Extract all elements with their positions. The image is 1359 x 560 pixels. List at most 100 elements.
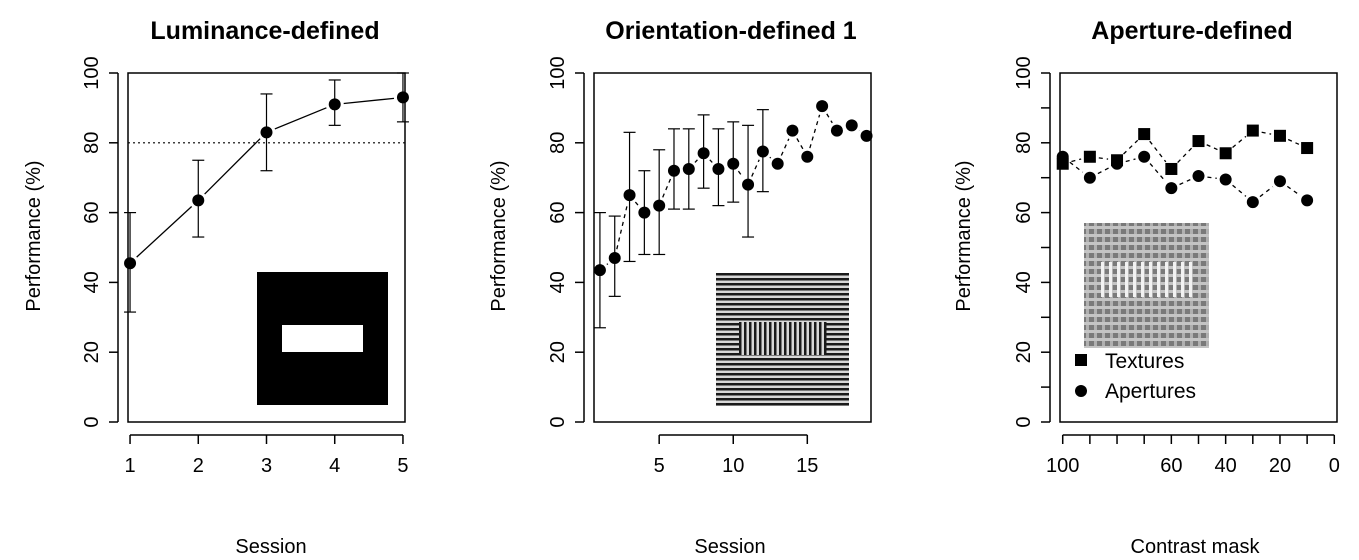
aperture-line bbox=[1101, 262, 1104, 297]
y-tick-label: 80 bbox=[547, 132, 569, 154]
grid-line bbox=[1094, 223, 1097, 348]
y-tick-label: 80 bbox=[81, 132, 103, 154]
data-point bbox=[623, 189, 636, 202]
texture-stripe bbox=[716, 378, 849, 381]
texture-stripe bbox=[716, 393, 849, 396]
legend-square-marker bbox=[1075, 354, 1087, 366]
data-point bbox=[1056, 150, 1069, 163]
texture-target-stripe bbox=[739, 322, 742, 355]
data-point bbox=[786, 124, 799, 137]
series-segment bbox=[634, 201, 640, 207]
texture-stripe bbox=[716, 283, 849, 286]
series-segment bbox=[709, 159, 713, 163]
texture-target-stripe bbox=[769, 322, 772, 355]
aperture-line bbox=[1165, 262, 1168, 297]
series-segment bbox=[1207, 176, 1217, 179]
x-tick-label: 20 bbox=[1269, 455, 1291, 477]
series-segment bbox=[809, 114, 821, 149]
y-tick-label: 0 bbox=[1013, 416, 1035, 427]
texture-target-bg bbox=[739, 322, 825, 355]
texture-target-stripe bbox=[744, 322, 747, 355]
texture-target-stripe bbox=[749, 322, 752, 355]
series-segment bbox=[780, 138, 790, 156]
data-point-square bbox=[1083, 150, 1096, 163]
data-marks bbox=[593, 100, 873, 329]
texture-stripe bbox=[716, 373, 849, 376]
grid-line bbox=[1084, 322, 1209, 325]
data-point bbox=[1083, 171, 1096, 184]
data-point bbox=[1138, 150, 1151, 163]
data-marks bbox=[124, 72, 409, 313]
texture-target-stripe bbox=[814, 322, 817, 355]
x-axis-label: Session bbox=[235, 536, 306, 558]
aperture-line bbox=[1149, 262, 1152, 297]
data-point bbox=[667, 164, 680, 177]
series-segment bbox=[1286, 185, 1301, 196]
series-segment bbox=[1097, 167, 1110, 175]
texture-target-stripe bbox=[754, 322, 757, 355]
x-tick-label: 1 bbox=[124, 455, 135, 477]
data-point-square bbox=[1192, 135, 1205, 148]
data-point bbox=[727, 157, 740, 170]
axes: 100 60 40 20 0 0 20 40 60 80 100 bbox=[1013, 56, 1340, 477]
y-tick-label: 60 bbox=[81, 201, 103, 223]
x-tick-label: 10 bbox=[722, 455, 744, 477]
panel-title: Aperture-defined bbox=[1091, 17, 1292, 45]
aperture-line bbox=[1125, 262, 1128, 297]
series-segment bbox=[751, 159, 760, 177]
aperture-line bbox=[1157, 262, 1160, 297]
y-axis-label: Performance (%) bbox=[23, 160, 45, 311]
grid-line bbox=[1084, 226, 1209, 229]
x-axis-label: Session bbox=[694, 536, 765, 558]
panel-title: Luminance-defined bbox=[150, 17, 379, 45]
x-tick-label: 0 bbox=[1329, 455, 1340, 477]
aperture-line bbox=[1173, 262, 1176, 297]
x-tick-label: 60 bbox=[1160, 455, 1182, 477]
x-tick-label: 5 bbox=[654, 455, 665, 477]
series-segment bbox=[694, 159, 698, 163]
texture-target-stripe bbox=[759, 322, 762, 355]
series-segment bbox=[204, 138, 261, 195]
grid-line bbox=[1084, 274, 1209, 277]
grid-line bbox=[1084, 282, 1209, 285]
texture-target-stripe bbox=[774, 322, 777, 355]
y-axis-label: Performance (%) bbox=[488, 160, 510, 311]
y-tick-label: 20 bbox=[81, 341, 103, 363]
series-segment bbox=[1232, 135, 1247, 148]
data-point-square bbox=[1219, 147, 1232, 160]
data-point bbox=[697, 147, 710, 160]
texture-target-stripe bbox=[764, 322, 767, 355]
series-segment bbox=[826, 113, 833, 124]
data-point bbox=[192, 194, 205, 207]
axes: 5 10 15 0 20 40 60 80 100 bbox=[547, 56, 818, 477]
texture-stripe bbox=[716, 363, 849, 366]
series-segment bbox=[1069, 161, 1084, 173]
texture-target-stripe bbox=[804, 322, 807, 355]
data-marks bbox=[1056, 124, 1314, 209]
texture-stripe bbox=[716, 288, 849, 291]
texture-target-stripe bbox=[784, 322, 787, 355]
grid-line bbox=[1084, 306, 1209, 309]
grid-line bbox=[1206, 223, 1209, 348]
texture-target-stripe bbox=[794, 322, 797, 355]
axes: 1 2 3 4 5 0 20 40 60 80 100 bbox=[81, 56, 409, 477]
inset-luminance bbox=[257, 272, 388, 405]
texture-target-stripe bbox=[824, 322, 827, 355]
texture-stripe bbox=[716, 303, 849, 306]
series-segment bbox=[1179, 179, 1191, 186]
grid-line bbox=[1084, 346, 1209, 348]
y-tick-label: 20 bbox=[547, 341, 569, 363]
plot-frame bbox=[593, 72, 872, 423]
series-segment bbox=[662, 178, 672, 198]
data-point bbox=[830, 124, 843, 137]
y-tick-label: 40 bbox=[547, 271, 569, 293]
legend-label-textures: Textures bbox=[1105, 350, 1184, 373]
grid-line bbox=[1084, 290, 1209, 293]
series-segment bbox=[796, 138, 804, 150]
data-point bbox=[260, 126, 273, 139]
series-segment bbox=[1125, 158, 1136, 163]
x-tick-label: 15 bbox=[796, 455, 818, 477]
y-tick-label: 60 bbox=[1013, 201, 1035, 223]
data-point bbox=[801, 150, 814, 163]
data-point bbox=[712, 162, 725, 175]
